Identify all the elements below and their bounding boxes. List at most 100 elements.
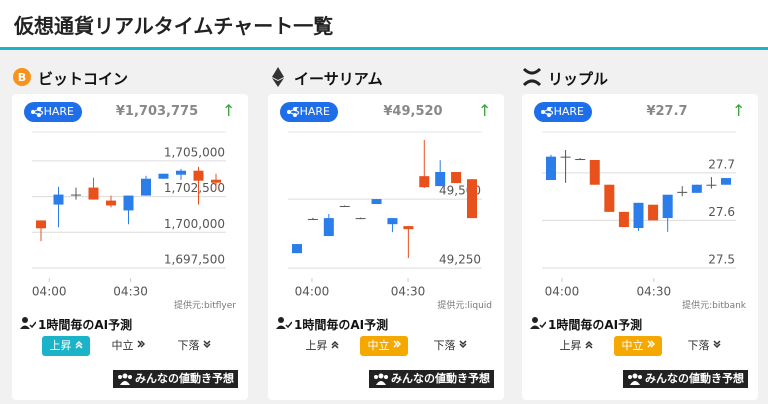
forecast-button-label: 上昇 xyxy=(559,339,582,352)
candle-body xyxy=(419,176,430,188)
coin-card: B ビットコイン SHARE ¥1,703,775 ↑ 1,705,000 1,702,50… xyxy=(12,60,248,404)
candle-body xyxy=(292,244,302,254)
price: ¥27.7 xyxy=(646,104,688,119)
candle-body xyxy=(721,178,731,185)
forecast-title-text: 1時間毎のAI予測 xyxy=(38,318,133,332)
share-icon xyxy=(287,107,297,117)
forecast-title-text: 1時間毎のAI予測 xyxy=(294,318,389,332)
price: ¥49,520 xyxy=(383,104,443,119)
candle-body xyxy=(467,179,477,219)
forecast-button[interactable]: 中立 xyxy=(360,336,408,356)
chevron-icon xyxy=(202,340,211,349)
forecast-button[interactable]: 上昇 xyxy=(552,336,600,356)
candle-body xyxy=(88,187,99,200)
candle-body xyxy=(618,211,629,228)
candle-body xyxy=(193,170,204,181)
candle-body xyxy=(158,173,169,179)
candle-body xyxy=(339,205,350,207)
y-tick-label: 1,702,500 xyxy=(164,181,225,195)
forecast-button-label: 中立 xyxy=(367,339,390,352)
share-label: SHARE xyxy=(292,105,330,118)
card-body: SHARE ¥27.7 ↑ 27.7 27.6 27.5 04:00 04:30 提供元:bit… xyxy=(522,94,758,400)
share-icon xyxy=(541,107,551,117)
y-tick-label: 1,697,500 xyxy=(164,253,225,267)
trend-arrow: ↑ xyxy=(222,101,236,120)
chevron-icon xyxy=(330,340,339,349)
candle-body xyxy=(307,218,318,220)
candlestick-chart: 27.7 27.6 27.5 04:00 04:30 xyxy=(542,131,736,299)
forecast-title: 1時間毎のAI予測 xyxy=(276,316,389,333)
forecast-button-label: 中立 xyxy=(621,339,644,352)
candle-body xyxy=(387,218,398,225)
forecast-button[interactable]: 中立 xyxy=(104,336,152,356)
chevron-icon xyxy=(712,340,721,349)
share-button[interactable]: SHARE xyxy=(24,102,82,122)
forecast-button[interactable]: 中立 xyxy=(614,336,662,356)
chevron-icon xyxy=(458,340,467,349)
candle-body xyxy=(211,179,221,183)
vote-label: みんなの値動き予想 xyxy=(645,372,744,385)
coin-name: リップル xyxy=(548,70,609,88)
forecast-title-text: 1時間毎のAI予測 xyxy=(548,318,643,332)
candle-body xyxy=(371,199,382,205)
forecast-button[interactable]: 上昇 xyxy=(298,336,346,356)
chevron-icon xyxy=(392,340,401,348)
forecast-button-label: 上昇 xyxy=(305,339,328,352)
candle-body xyxy=(691,184,702,193)
vote-label: みんなの値動き予想 xyxy=(135,372,234,385)
forecast-title: 1時間毎のAI予測 xyxy=(20,316,133,333)
trend-arrow: ↑ xyxy=(478,101,492,120)
forecast-button[interactable]: 下落 xyxy=(680,336,728,356)
forecast-button[interactable]: 下落 xyxy=(170,336,218,356)
x-tick-label: 04:00 xyxy=(295,285,330,299)
x-tick-label: 04:00 xyxy=(32,285,67,299)
candle-body xyxy=(53,194,64,205)
share-icon xyxy=(31,107,41,117)
y-tick-label: 27.5 xyxy=(708,253,735,267)
x-tick-label: 04:00 xyxy=(545,285,580,299)
chevron-icon xyxy=(136,340,145,348)
candle-body xyxy=(662,194,673,219)
forecast-button[interactable]: 下落 xyxy=(426,336,474,356)
candle-body xyxy=(71,194,81,196)
share-button[interactable]: SHARE xyxy=(280,102,338,122)
y-tick-label: 1,700,000 xyxy=(164,217,225,231)
candle-body xyxy=(106,200,116,206)
forecast-button-label: 下落 xyxy=(177,339,200,352)
bitcoin-icon: B xyxy=(13,68,31,86)
forecast-button-label: 中立 xyxy=(111,339,134,352)
x-tick-label: 04:30 xyxy=(391,285,426,299)
candle-body xyxy=(706,184,717,186)
candle-body xyxy=(123,195,134,211)
candle-body xyxy=(604,184,615,212)
forecast-button-label: 下落 xyxy=(433,339,456,352)
coin-name: ビットコイン xyxy=(38,70,129,88)
page-title: 仮想通貨リアルタイムチャート一覧 xyxy=(14,14,334,38)
coin-name: イーサリアム xyxy=(294,70,383,88)
candle-body xyxy=(176,170,186,175)
candle-body xyxy=(633,202,644,229)
share-button[interactable]: SHARE xyxy=(534,102,592,122)
candle-body xyxy=(575,159,586,161)
user-icon xyxy=(530,317,546,329)
candle-body xyxy=(677,191,688,193)
vote-button[interactable]: みんなの値動き予想 xyxy=(113,370,238,388)
group-icon xyxy=(628,373,642,385)
group-icon xyxy=(118,373,132,385)
vote-label: みんなの値動き予想 xyxy=(391,372,490,385)
forecast-button[interactable]: 上昇 xyxy=(42,336,90,356)
data-source: 提供元:liquid xyxy=(437,301,492,311)
chevron-icon xyxy=(584,340,593,349)
vote-button[interactable]: みんなの値動き予想 xyxy=(623,370,748,388)
coin-card: リップル SHARE ¥27.7 ↑ 27.7 27.6 27.5 04:00 04:30 提供元… xyxy=(522,60,758,404)
vote-button[interactable]: みんなの値動き予想 xyxy=(369,370,494,388)
candle-body xyxy=(36,220,46,229)
y-tick-label: 27.6 xyxy=(708,205,735,219)
x-tick-label: 04:30 xyxy=(113,285,148,299)
user-icon xyxy=(276,317,292,329)
ethereum-icon xyxy=(272,67,284,87)
coin-card: イーサリアム SHARE ¥49,520 ↑ 49,500 49,250 04:00 04:3… xyxy=(268,60,504,404)
candle-body xyxy=(323,218,334,237)
y-tick-label: 49,250 xyxy=(439,253,481,267)
